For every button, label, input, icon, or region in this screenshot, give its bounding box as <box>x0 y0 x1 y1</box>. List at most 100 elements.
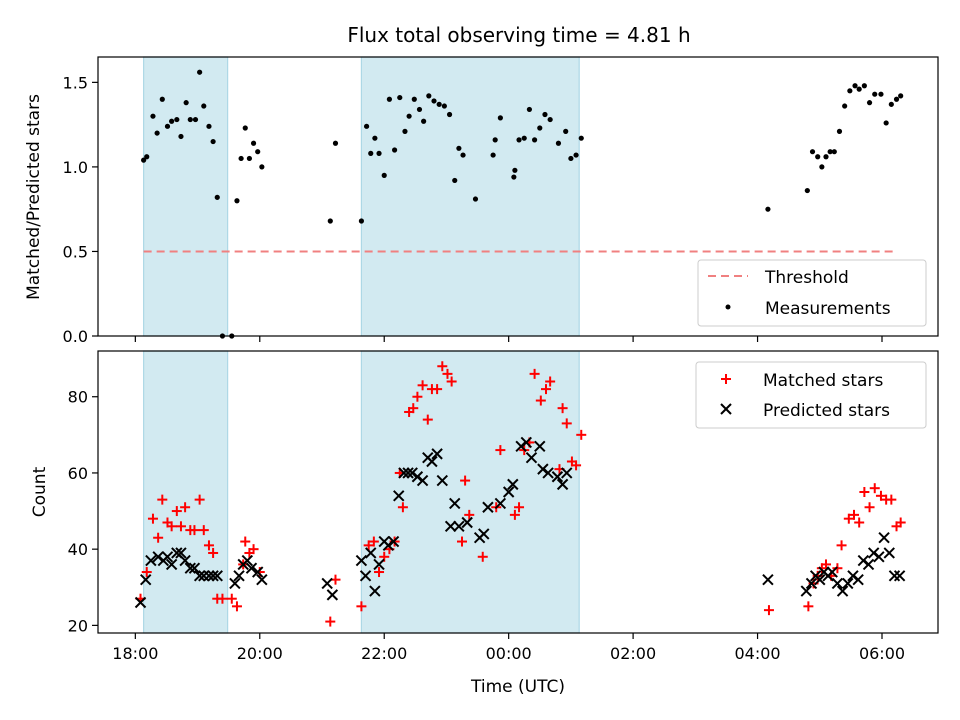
predicted-star-point <box>193 570 206 582</box>
measurement-point <box>537 125 543 131</box>
x-tick-label: 06:00 <box>859 644 905 663</box>
measurement-point <box>187 116 193 123</box>
predicted-star-point <box>241 554 254 567</box>
matched-star-point <box>422 414 433 425</box>
measurement-point <box>878 91 884 97</box>
predicted-star-point-b <box>426 455 438 468</box>
legend-measurements-swatch <box>725 304 731 310</box>
predicted-star-point <box>359 570 372 582</box>
measurement-point <box>327 218 333 224</box>
matched-star-point <box>141 567 152 578</box>
predicted-star-point-b <box>478 528 490 540</box>
measurement-point <box>573 152 579 158</box>
predicted-star-point <box>893 570 906 582</box>
predicted-star-point <box>494 497 507 510</box>
bottom-x-axis-ticks: 18:00 20:00 22:00 00:00 02:00 04:00 06:00 <box>112 633 905 663</box>
predicted-star-point <box>542 467 554 479</box>
x-tick-label: 18:00 <box>112 644 158 663</box>
matched-star-point <box>397 502 408 513</box>
predicted-star-point <box>207 570 219 582</box>
measurement-point <box>372 135 378 141</box>
measurement-point <box>831 149 837 155</box>
predicted-star-point-b <box>525 451 538 464</box>
measurement-point <box>883 120 889 126</box>
predicted-star-point-b <box>139 573 152 586</box>
measurement-point <box>511 174 517 180</box>
matched-star-point <box>545 376 556 387</box>
predicted-star-point <box>426 455 438 468</box>
measurement-point <box>436 101 442 107</box>
measurement-point <box>381 172 387 178</box>
y-tick-label: 0.5 <box>63 242 88 261</box>
predicted-star-point-b <box>251 566 264 578</box>
predicted-star-point-b <box>359 570 372 582</box>
predicted-star-point <box>398 467 410 479</box>
predicted-star-point-b <box>387 535 400 548</box>
measurement-point <box>472 196 479 202</box>
matched-star-point <box>514 502 525 513</box>
measurement-point <box>402 128 408 134</box>
measurement-point <box>255 149 261 155</box>
observing-span <box>360 56 580 337</box>
measurement-point <box>456 145 462 151</box>
predicted-star-point-b <box>444 520 457 533</box>
predicted-star-point-b <box>233 570 245 582</box>
measurement-point <box>526 106 533 113</box>
predicted-star-point-b <box>184 562 197 574</box>
predicted-star-point-b <box>256 573 268 586</box>
predicted-star-point <box>145 554 157 567</box>
y-tick-label: 80 <box>68 388 88 407</box>
matched-star-point <box>432 384 443 395</box>
predicted-star-point-b <box>165 558 178 571</box>
matched-star-point <box>208 547 219 558</box>
predicted-star-point <box>233 570 245 582</box>
matched-star-point <box>189 525 200 536</box>
measurement-point <box>141 157 147 163</box>
matched-star-point <box>325 616 336 627</box>
measurement-point <box>363 123 370 129</box>
predicted-star-point <box>229 577 241 590</box>
predicted-star-point <box>883 547 895 559</box>
legend-matched-label: Matched stars <box>763 371 883 391</box>
predicted-star-point <box>165 558 178 571</box>
predicted-star-point-b <box>171 547 183 559</box>
measurement-point <box>178 133 184 140</box>
matched-star-point <box>412 391 423 402</box>
matched-star-point <box>859 487 870 497</box>
predicted-star-point-b <box>145 554 157 567</box>
measurement-point <box>441 103 447 109</box>
measurement-point <box>452 177 458 184</box>
predicted-star-point-b <box>321 577 333 590</box>
matched-star-point <box>356 601 367 612</box>
predicted-star-point-b <box>431 448 443 460</box>
x-tick-label: 22:00 <box>361 644 407 663</box>
matched-star-point <box>803 601 814 612</box>
predicted-star-point <box>805 577 818 590</box>
predicted-star-point <box>520 436 533 449</box>
measurement-point <box>259 164 265 170</box>
bottom-y-axis-ticks: 20 40 60 80 <box>68 388 98 635</box>
predicted-star-point-b <box>402 467 414 479</box>
matched-star-point <box>541 384 551 395</box>
predicted-star-point-b <box>326 589 339 601</box>
measurement-point <box>460 152 466 158</box>
measurement-point <box>872 91 878 97</box>
predicted-star-point <box>842 577 854 590</box>
measurement-point <box>246 155 253 162</box>
predicted-star-point <box>478 528 490 540</box>
predicted-star-point <box>387 535 400 548</box>
legend-threshold-label: Threshold <box>764 268 849 288</box>
predicted-star-point <box>556 478 569 491</box>
measurement-point <box>144 154 150 160</box>
predicted-star-point-b <box>449 497 461 510</box>
matched-star-point <box>147 513 158 524</box>
measurement-point <box>397 94 403 101</box>
matched-star-point <box>576 429 587 440</box>
predicted-star-point-b <box>211 570 223 582</box>
legend-predicted-marker <box>720 403 732 415</box>
predicted-star-point-b <box>393 490 405 502</box>
measurement-point <box>516 137 522 143</box>
matched-star-point <box>437 361 448 372</box>
predicted-star-point <box>256 573 268 586</box>
